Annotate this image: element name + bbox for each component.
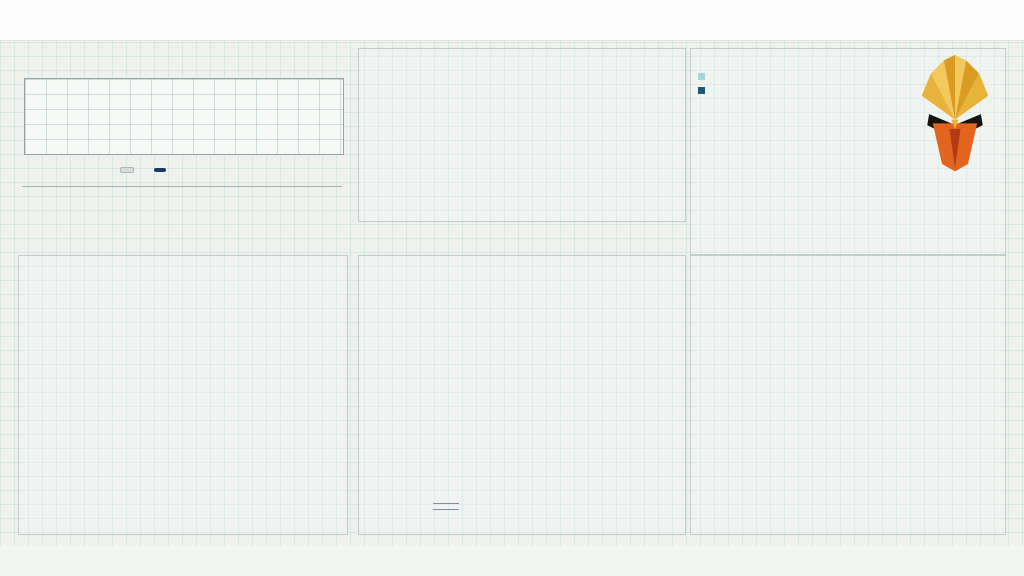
- stacked-bar-chart: [18, 255, 348, 535]
- header: [0, 0, 1024, 41]
- line-symbol: [433, 503, 459, 510]
- panel-avelnam: [690, 255, 1006, 535]
- panel-border: [358, 255, 686, 535]
- candlestick-chart: [24, 78, 344, 155]
- badge-row: [120, 167, 166, 173]
- line-legend: [433, 503, 465, 510]
- bar-chart: [358, 48, 686, 243]
- badge-gray: [120, 167, 134, 173]
- panel-sealru: [690, 48, 1006, 255]
- eagle-trophy-logo-icon: [921, 54, 989, 172]
- panel-border: [18, 255, 348, 535]
- panel-border: [358, 48, 686, 222]
- legend-swatch: [698, 87, 705, 94]
- panel-crypto-market: [18, 48, 348, 220]
- footer: [0, 546, 1024, 576]
- stacked-bar-chart: [690, 48, 1006, 255]
- stacked-bar-line-chart: [690, 255, 1006, 535]
- divider: [22, 186, 342, 187]
- legend-item: [698, 72, 913, 80]
- stacked-bar-line-chart: [358, 255, 686, 535]
- badge-navy: [154, 168, 166, 172]
- legend-item: [698, 86, 913, 94]
- legend-swatch: [698, 73, 705, 80]
- panel-fron: [18, 255, 348, 535]
- page-title: [0, 0, 1024, 5]
- panel-padut-bar-chart: [358, 48, 686, 243]
- panel-groud: [358, 255, 686, 535]
- panel-border: [690, 255, 1006, 535]
